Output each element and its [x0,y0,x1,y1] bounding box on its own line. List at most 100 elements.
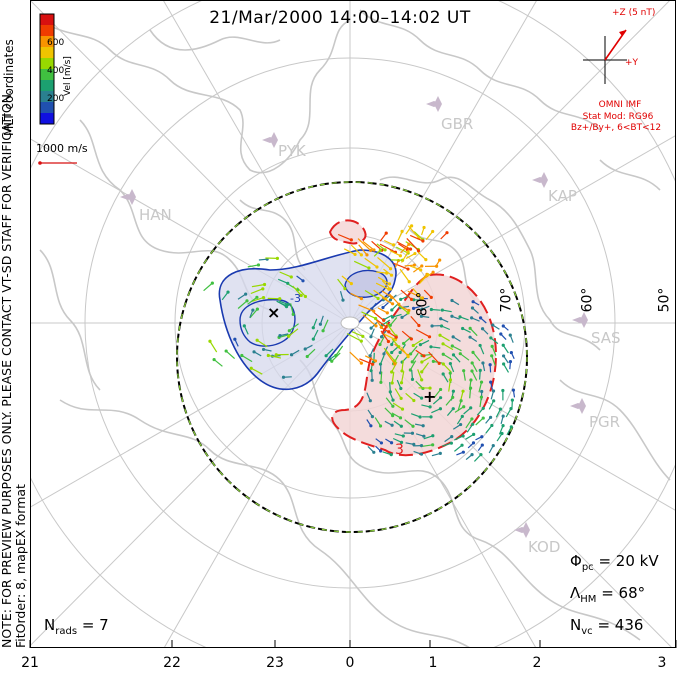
velocity-vector-origin [416,249,421,253]
velocity-vector-origin [458,315,462,319]
site-label-sas: SAS [591,329,621,347]
velocity-vector-origin [361,334,365,338]
velocity-vector [394,388,402,399]
velocity-vector-origin [291,312,295,316]
velocity-vector [325,348,334,357]
velocity-vector-origin [394,335,398,339]
lat-label-80: 80° [414,291,431,317]
velocity-vector-origin [343,287,347,291]
colorbar-swatch [40,47,54,58]
velocity-vector-origin [462,369,466,373]
velocity-vector [292,285,302,296]
velocity-vector [478,382,483,393]
velocity-vector-origin [368,399,372,403]
velocity-vector-origin [379,335,384,339]
velocity-vector [381,290,392,298]
velocity-vector [415,380,424,389]
velocity-vector [247,296,258,305]
velocity-vector [359,358,373,365]
velocity-vector [389,249,401,257]
velocity-vector [465,418,473,429]
velocity-vector-origin [461,434,465,438]
velocity-vector-origin [479,453,483,457]
coordinate-system-label: MLT coordinates [2,39,16,136]
velocity-vector-origin [382,352,386,356]
velocity-vector-origin [399,396,403,401]
velocity-vector [442,353,453,361]
velocity-vector-origin [390,423,394,427]
velocity-vector [377,276,390,285]
velocity-vector-origin [451,353,456,357]
velocity-vector [475,417,484,426]
velocity-vector-origin [450,435,454,439]
velocity-vector-origin [461,389,465,393]
imf-stat-model: Stat Mod: RG96 [582,112,654,122]
velocity-vector-origin [508,333,512,337]
velocity-vector-origin [393,338,398,342]
reference-vector-dot [38,161,42,165]
stat-nvc-symbol: N [570,616,582,634]
velocity-vector-origin [472,432,476,436]
velocity-vector-origin [261,347,266,352]
velocity-vector-origin [261,287,265,291]
velocity-vector-origin [212,357,216,362]
velocity-vector [432,397,441,405]
velocity-vector-origin [233,337,237,341]
stat-n-rads: Nrads = 7 [44,616,109,637]
site-label-pgr: PGR [589,413,621,431]
colorbar-swatch [40,36,54,47]
velocity-vector-origin [438,451,442,456]
velocity-vector-origin [419,268,423,272]
velocity-vector [442,343,454,351]
velocity-vector-origin [490,344,494,348]
velocity-vector-origin [451,395,455,399]
velocity-vector [385,397,394,407]
velocity-colorbar [39,13,55,125]
velocity-vector-origin [420,264,424,268]
velocity-vector-origin [411,343,415,348]
velocity-vector-origin [224,349,228,353]
velocity-vector-origin [383,248,387,252]
velocity-vector-origin [305,354,309,359]
velocity-vector [277,278,289,284]
velocity-vector [454,435,464,441]
velocity-vector [221,291,229,301]
velocity-vector-origin [491,389,496,393]
velocity-vector-origin [451,389,455,393]
velocity-vector [384,407,394,417]
velocity-vector-origin [303,294,308,299]
velocity-vector [395,246,409,254]
velocity-vector [410,345,418,355]
velocity-vector [400,346,409,357]
velocity-vector [361,311,376,319]
velocity-vector-origin [369,248,373,253]
velocity-vector-origin [428,405,432,409]
velocity-vector-origin [370,415,375,419]
mlt-tick-22: 22 [163,655,181,671]
velocity-vector [376,243,386,251]
velocity-vector-origin [431,359,435,363]
velocity-vector [442,442,452,447]
velocity-vector-origin [411,306,416,310]
velocity-vector-origin [448,371,452,375]
velocity-vector [312,318,318,328]
velocity-vector-origin [390,350,394,355]
velocity-vector-origin [427,335,432,339]
velocity-vector-origin [378,248,382,252]
velocity-vector-origin [420,297,424,301]
stat-lambda-sub: HM [580,594,597,605]
velocity-vector-origin [422,225,426,230]
stat-nvc-value: = 436 [597,616,644,634]
velocity-vector-origin [374,324,378,328]
velocity-vector [406,237,419,252]
velocity-vector [425,231,434,241]
colorbar-swatch [40,58,54,69]
velocity-vector [419,273,428,282]
velocity-vector-origin [438,407,443,411]
velocity-vector-origin [262,282,267,287]
velocity-vector-origin [461,326,465,331]
velocity-vector [387,330,397,338]
velocity-vector [389,382,391,392]
negative-contour-inner [239,298,296,347]
